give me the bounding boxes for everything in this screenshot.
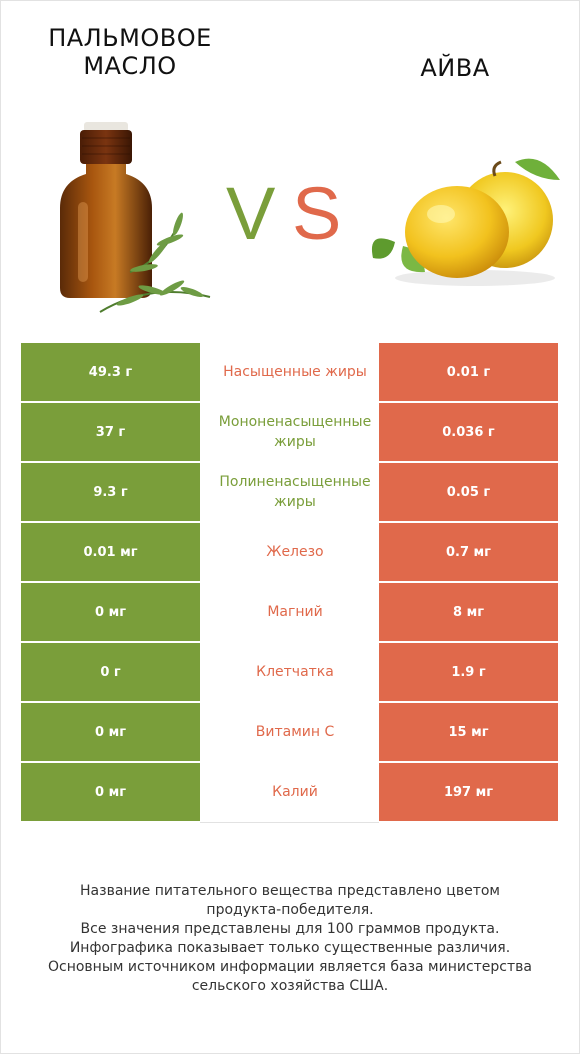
comparison-row: 0 мг Магний 8 мг [21, 581, 558, 643]
nutrient-comparison-table: 49.3 г Насыщенные жиры 0.01 г 37 г Мононенас… [21, 343, 558, 823]
bottle-cap [80, 130, 132, 164]
footer-line: Все значения представлены для 100 граммо… [80, 921, 500, 937]
bottle-body [60, 164, 152, 298]
quince-front [405, 186, 509, 278]
quince-image [371, 158, 560, 286]
right-product-title: АЙВА [420, 54, 490, 82]
right-value-cell: 15 мг [379, 702, 558, 763]
nutrient-name: Витамин C [255, 724, 335, 740]
left-value-cell: 0 г [21, 642, 200, 703]
comparison-row: 0 г Клетчатка 1.9 г [21, 641, 558, 703]
left-value-cell: 0 мг [21, 762, 200, 823]
right-value-cell: 0.036 г [379, 402, 558, 463]
comparison-row: 49.3 г Насыщенные жиры 0.01 г [21, 343, 558, 403]
left-product-title: ПАЛЬМОВОЕ МАСЛО [48, 24, 212, 80]
comparison-row: 37 г Мононенасыщенные жиры 0.036 г [21, 401, 558, 463]
footer-notes: Название питательного вещества представл… [20, 882, 560, 996]
vs-letter-v: V [226, 172, 276, 255]
right-value-cell: 0.05 г [379, 462, 558, 523]
left-value-cell: 0.01 мг [21, 522, 200, 583]
versus-label: V S [222, 172, 352, 262]
comparison-row: 0.01 мг Железо 0.7 мг [21, 521, 558, 583]
right-value-cell: 0.01 г [379, 343, 558, 403]
palm-oil-bottle-image [60, 122, 211, 313]
right-value-cell: 1.9 г [379, 642, 558, 703]
comparison-row: 0 мг Витамин C 15 мг [21, 701, 558, 763]
nutrient-name-cell: Полиненасыщенные жиры [200, 461, 379, 523]
footer-line: сельского хозяйства США. [191, 978, 389, 994]
left-value-cell: 49.3 г [21, 343, 200, 403]
nutrient-name: Полиненасыщенные жиры [219, 474, 371, 510]
right-value-cell: 197 мг [379, 762, 558, 823]
dropper-top [84, 122, 128, 132]
right-value-cell: 8 мг [379, 582, 558, 643]
nutrient-name-cell: Клетчатка [200, 641, 379, 703]
nutrient-name: Насыщенные жиры [223, 364, 367, 380]
footer-line: продукта-победителя. [206, 902, 374, 918]
quince-leaf-left [371, 238, 395, 259]
left-value-cell: 37 г [21, 402, 200, 463]
nutrient-name-cell: Железо [200, 521, 379, 583]
left-value-cell: 0 мг [21, 702, 200, 763]
nutrient-name: Клетчатка [256, 664, 334, 680]
comparison-row: 0 мг Калий 197 мг [21, 761, 558, 823]
footer-line: Основным источником информации является … [48, 959, 532, 975]
left-value-cell: 9.3 г [21, 462, 200, 523]
nutrient-name: Калий [272, 784, 318, 801]
right-value-cell: 0.7 мг [379, 522, 558, 583]
nutrient-name-cell: Насыщенные жиры [200, 343, 379, 403]
comparison-row: 9.3 г Полиненасыщенные жиры 0.05 г [21, 461, 558, 523]
vs-letter-s: S [292, 172, 342, 255]
nutrient-name: Мононенасыщенные жиры [218, 414, 372, 450]
nutrient-name: Магний [267, 604, 323, 620]
nutrient-name: Железо [266, 544, 324, 560]
nutrient-name-cell: Магний [200, 581, 379, 643]
nutrient-name-cell: Витамин C [200, 701, 379, 763]
nutrient-name-cell: Калий [200, 761, 379, 823]
quince-leaf-top [515, 158, 560, 180]
footer-line: Название питательного вещества представл… [80, 883, 500, 899]
left-value-cell: 0 мг [21, 582, 200, 643]
footer-line: Инфографика показывает только существенн… [69, 940, 511, 956]
nutrient-name-cell: Мононенасыщенные жиры [200, 401, 379, 463]
